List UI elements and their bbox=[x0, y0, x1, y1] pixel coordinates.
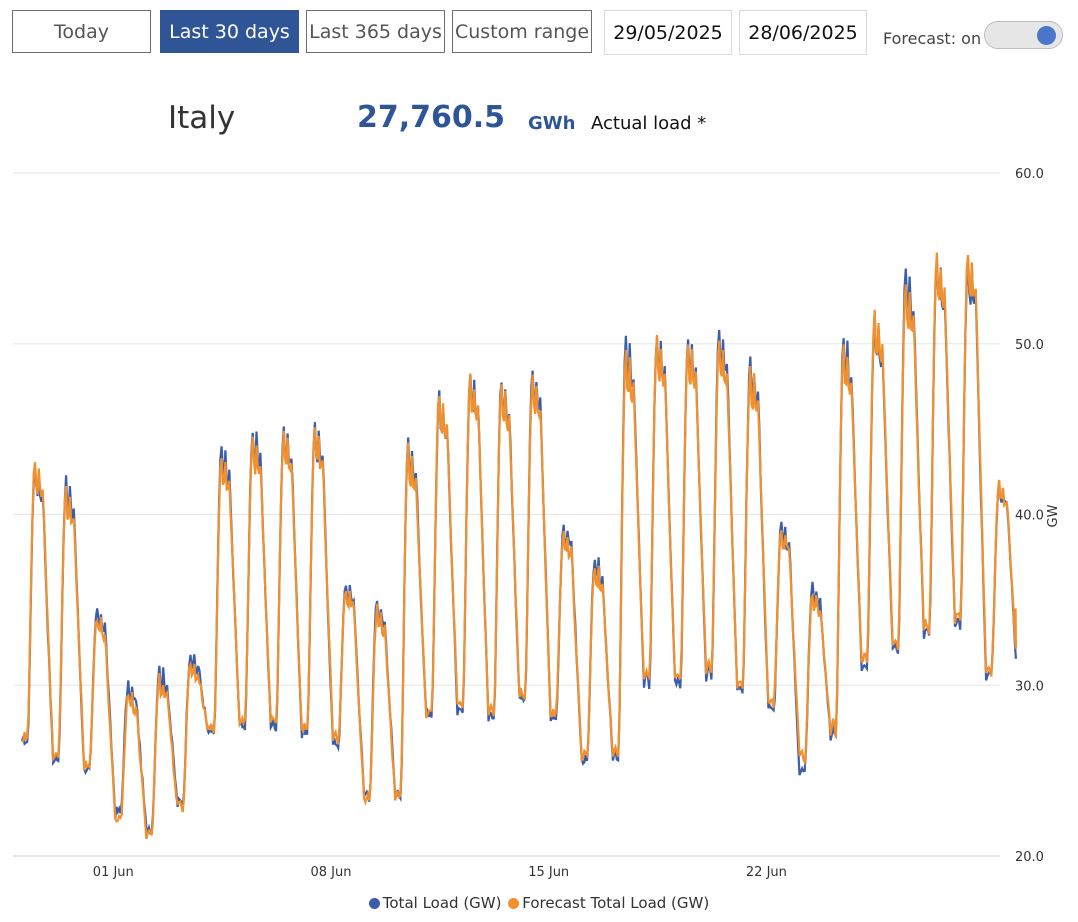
toggle-knob bbox=[1037, 26, 1056, 45]
load-chart: 20.0 30.0 40.0 50.0 60.0 GW 01 Jun 08 Jun 15 J… bbox=[13, 167, 1061, 880]
total-load-value: 27,760.5 bbox=[357, 100, 506, 135]
x-tick-label: 08 Jun bbox=[311, 865, 352, 880]
total-load-description: Actual load * bbox=[591, 113, 707, 134]
y-axis-ticks: 20.0 30.0 40.0 50.0 60.0 bbox=[1015, 167, 1044, 865]
y-tick-label: 40.0 bbox=[1015, 509, 1044, 524]
total-load-unit: GWh bbox=[528, 113, 576, 134]
y-tick-label: 60.0 bbox=[1015, 167, 1044, 182]
y-tick-label: 20.0 bbox=[1015, 850, 1044, 865]
grid-lines bbox=[13, 172, 1000, 857]
y-tick-label: 30.0 bbox=[1015, 679, 1044, 694]
x-tick-label: 15 Jun bbox=[528, 865, 569, 880]
series-line-forecast-total-load bbox=[21, 252, 1017, 840]
range-last-365-days-button[interactable]: Last 365 days bbox=[306, 10, 445, 53]
legend-label-total-load: Total Load (GW) bbox=[382, 894, 502, 912]
chart-legend: Total Load (GW) Forecast Total Load (GW) bbox=[0, 894, 1078, 913]
legend-label-forecast-total-load: Forecast Total Load (GW) bbox=[522, 894, 710, 912]
x-tick-label: 01 Jun bbox=[93, 865, 134, 880]
y-axis-label: GW bbox=[1046, 504, 1061, 527]
end-date-input[interactable]: 28/06/2025 bbox=[739, 10, 867, 55]
y-tick-label: 50.0 bbox=[1015, 338, 1044, 353]
legend-marker-forecast-total-load bbox=[508, 897, 520, 909]
country-name: Italy bbox=[168, 100, 236, 136]
legend-item-total-load[interactable]: Total Load (GW) bbox=[368, 894, 502, 912]
range-today-button[interactable]: Today bbox=[12, 10, 151, 53]
range-last-30-days-button[interactable]: Last 30 days bbox=[160, 10, 299, 53]
range-custom-button[interactable]: Custom range bbox=[452, 10, 592, 53]
legend-marker-total-load bbox=[368, 897, 380, 909]
forecast-label: Forecast: on bbox=[883, 29, 982, 48]
x-axis-ticks: 01 Jun 08 Jun 15 Jun 22 Jun bbox=[93, 865, 787, 880]
forecast-toggle[interactable] bbox=[984, 21, 1063, 49]
x-tick-label: 22 Jun bbox=[746, 865, 787, 880]
legend-item-forecast-total-load[interactable]: Forecast Total Load (GW) bbox=[508, 894, 709, 912]
start-date-input[interactable]: 29/05/2025 bbox=[604, 10, 732, 55]
